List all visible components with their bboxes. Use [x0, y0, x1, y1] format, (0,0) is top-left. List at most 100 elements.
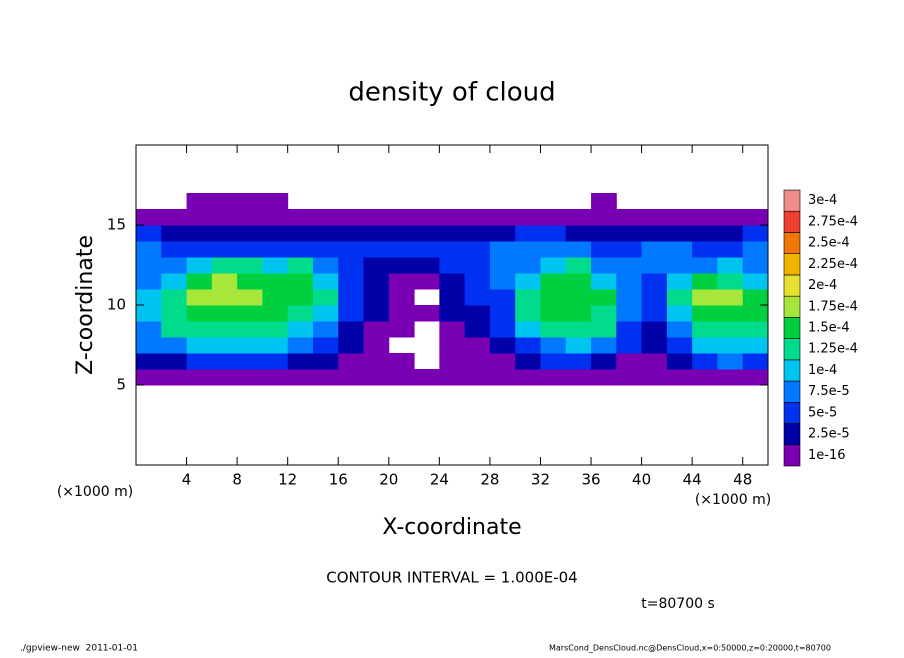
cell: [439, 289, 466, 306]
cell: [591, 241, 617, 258]
cell: [540, 337, 567, 354]
cell: [136, 257, 162, 274]
cell: [692, 337, 718, 354]
cell: [161, 337, 188, 354]
cell: [388, 321, 415, 338]
x-tick-label: 44: [683, 471, 702, 489]
cell: [489, 225, 516, 242]
cell: [641, 273, 668, 290]
cell: [363, 273, 390, 290]
cell: [287, 369, 314, 386]
cell: [211, 353, 238, 370]
y-axis-label: Z-coordinate: [73, 235, 98, 375]
cell: [186, 305, 213, 322]
cell: [717, 369, 744, 386]
cell: [742, 321, 769, 338]
cell: [565, 337, 592, 354]
cell: [262, 353, 289, 370]
x-tick-label: 28: [480, 471, 499, 489]
cell: [363, 225, 390, 242]
cell: [136, 241, 162, 258]
cell: [262, 241, 289, 258]
cell: [312, 225, 339, 242]
y-tick-label: 5: [116, 376, 126, 394]
cell: [186, 273, 213, 290]
cell: [641, 369, 668, 386]
cell: [338, 321, 365, 338]
cell: [363, 369, 390, 386]
cell: [439, 241, 466, 258]
cell: [616, 289, 643, 306]
x-unit: (×1000 m): [695, 492, 771, 508]
y-tick-label: 10: [107, 296, 126, 314]
cell: [363, 305, 390, 322]
cell: [540, 209, 567, 226]
cell: [666, 305, 693, 322]
cell: [262, 257, 289, 274]
cell: [312, 337, 339, 354]
cell: [237, 369, 263, 386]
cell: [262, 225, 289, 242]
cell: [161, 273, 188, 290]
footer-left: ./gpview-new 2011-01-01: [20, 644, 138, 654]
colorbar-label: 1.25e-4: [808, 342, 858, 357]
cell: [666, 257, 693, 274]
cell: [540, 305, 567, 322]
cell: [211, 209, 238, 226]
cell: [262, 209, 289, 226]
cell: [464, 321, 491, 338]
cell: [742, 337, 769, 354]
cell: [666, 241, 693, 258]
colorbar-box: [783, 402, 801, 424]
cell: [565, 241, 592, 258]
cell: [591, 225, 617, 242]
cell: [186, 321, 213, 338]
cell: [515, 209, 541, 226]
cell: [338, 241, 365, 258]
cell: [186, 353, 213, 370]
cell: [161, 321, 188, 338]
cell: [692, 257, 718, 274]
cell: [591, 193, 617, 210]
colorbar-box: [783, 274, 801, 297]
cell: [464, 305, 491, 322]
cell: [262, 289, 289, 306]
cell: [742, 369, 769, 386]
cell: [692, 241, 718, 258]
cell: [489, 321, 516, 338]
cell: [136, 369, 162, 386]
cell: [287, 257, 314, 274]
cell: [414, 209, 440, 226]
cell: [211, 289, 238, 306]
cell: [515, 321, 541, 338]
cell: [717, 289, 744, 306]
cell: [237, 273, 263, 290]
x-tick-label: 8: [232, 471, 242, 489]
cell: [717, 241, 744, 258]
cell: [717, 321, 744, 338]
colorbar-label: 2.5e-4: [808, 236, 850, 251]
cell: [312, 241, 339, 258]
cell: [591, 337, 617, 354]
cell: [363, 353, 390, 370]
cell: [136, 225, 162, 242]
cell: [312, 273, 339, 290]
y-tick-label: 15: [107, 216, 126, 234]
cell: [641, 257, 668, 274]
cell: [312, 321, 339, 338]
x-tick-label: 48: [733, 471, 752, 489]
cell: [237, 305, 263, 322]
cell: [591, 273, 617, 290]
cell: [565, 225, 592, 242]
colorbar-label: 1.75e-4: [808, 299, 858, 314]
cell: [287, 225, 314, 242]
cell: [692, 353, 718, 370]
cell: [388, 273, 415, 290]
cell: [591, 321, 617, 338]
cell: [186, 241, 213, 258]
cell: [464, 353, 491, 370]
cell: [186, 225, 213, 242]
cell: [136, 305, 162, 322]
cell: [641, 289, 668, 306]
cell: [388, 289, 415, 306]
